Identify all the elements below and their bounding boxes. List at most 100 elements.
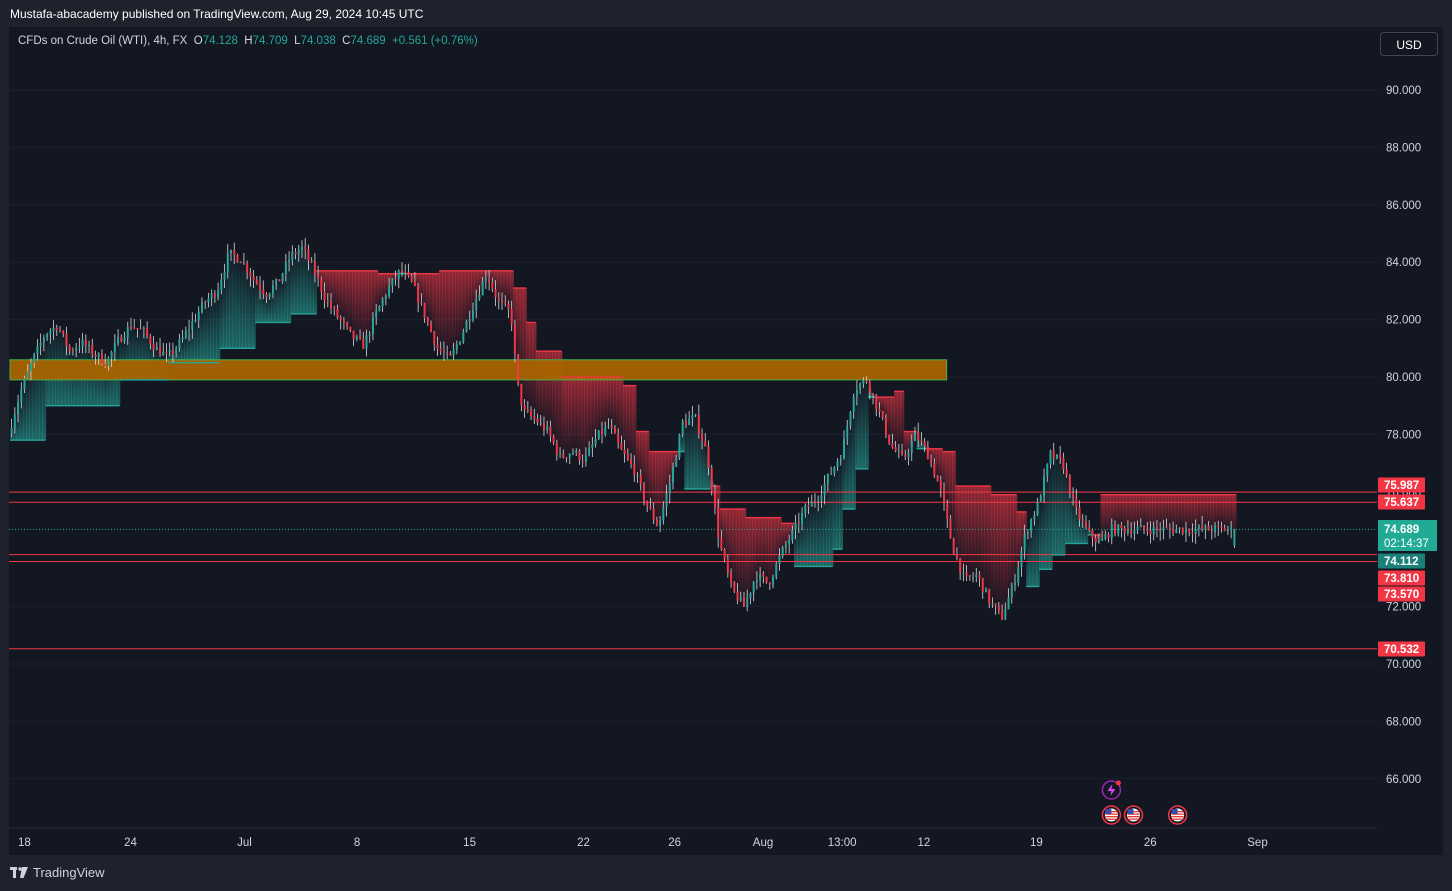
candle-body <box>365 335 368 349</box>
candle-body <box>1104 534 1107 539</box>
us-flag-icon-stripe <box>1171 818 1184 820</box>
candle <box>223 263 226 289</box>
candle-body <box>336 308 339 318</box>
stop-fill-down <box>987 486 992 597</box>
candle <box>275 278 278 290</box>
candle <box>339 315 342 330</box>
candle <box>226 244 229 279</box>
stop-fill-up <box>1042 486 1047 570</box>
candle-body <box>68 345 71 352</box>
candle-body <box>226 253 229 272</box>
candle-body <box>436 344 439 349</box>
candle <box>655 516 658 527</box>
level-badge: 73.570 <box>1378 586 1425 602</box>
candle-body <box>813 501 816 503</box>
symbol-legend[interactable]: CFDs on Crude Oil (WTI), 4h, FX O74.128 … <box>18 35 478 47</box>
candle <box>310 257 313 263</box>
candle-body <box>517 354 520 384</box>
candle <box>59 325 62 333</box>
candle-body <box>136 328 139 330</box>
candle <box>739 591 742 602</box>
candle-body <box>742 597 745 607</box>
candle-body <box>917 432 920 441</box>
candle <box>81 333 84 354</box>
stop-fill-down <box>564 377 569 458</box>
candle-body <box>501 300 504 303</box>
candle-body <box>1107 534 1110 538</box>
candle <box>36 339 39 361</box>
candle <box>136 328 139 338</box>
candle <box>159 337 162 357</box>
candle <box>1146 521 1149 536</box>
candle <box>723 547 726 563</box>
candle <box>1062 452 1065 474</box>
stop-fill-down <box>464 270 469 327</box>
candle <box>794 514 797 540</box>
candle <box>471 302 474 323</box>
candle <box>1110 518 1113 545</box>
stop-fill-down <box>448 270 453 355</box>
candle <box>768 582 771 590</box>
price-axis[interactable] <box>1377 27 1443 855</box>
candle-body <box>1117 524 1120 535</box>
candle <box>88 340 91 354</box>
candle <box>1136 520 1139 535</box>
stop-fill-down <box>1161 494 1166 530</box>
candle-body <box>601 430 604 435</box>
stop-fill-up <box>132 328 137 380</box>
candle-body <box>772 576 775 585</box>
candle <box>639 469 642 491</box>
stop-fill-up <box>284 267 289 323</box>
candle-body <box>1023 534 1026 551</box>
candle <box>762 571 765 584</box>
legend-open: 74.128 <box>202 35 238 47</box>
candle-body <box>846 425 849 439</box>
candle-body <box>1168 527 1171 530</box>
stop-fill-up <box>126 332 130 380</box>
candle <box>817 495 820 512</box>
candle-body <box>155 347 158 351</box>
candle-body <box>194 320 197 322</box>
candle-body <box>494 289 497 298</box>
candle-body <box>1143 525 1146 530</box>
stop-fill-down <box>374 270 379 315</box>
candle <box>991 597 994 608</box>
candle <box>1059 446 1062 464</box>
stop-fill-down <box>506 270 511 307</box>
candle-body <box>268 293 271 297</box>
stop-fill-up <box>858 386 863 469</box>
candle-body <box>423 303 426 319</box>
candle <box>1007 588 1010 610</box>
stop-fill-up <box>180 338 185 363</box>
currency-button[interactable]: USD <box>1380 32 1438 56</box>
stop-fill-down <box>1139 494 1144 527</box>
candle-body <box>384 295 387 300</box>
stop-fill-down <box>732 509 737 587</box>
candle-body <box>997 606 1000 611</box>
candle <box>84 334 87 353</box>
candle <box>497 292 500 310</box>
stop-fill-up <box>106 361 111 406</box>
candle <box>923 437 926 452</box>
candle <box>1026 529 1029 540</box>
candle-body <box>972 577 975 579</box>
legend-high: 74.709 <box>252 35 288 47</box>
candle-body <box>810 501 813 507</box>
candle-body <box>1136 527 1139 531</box>
footer-brand[interactable]: TradingView <box>10 865 105 880</box>
candle-body <box>626 454 629 459</box>
candle-body <box>300 246 303 251</box>
candle <box>1223 524 1226 532</box>
candle-body <box>459 341 462 345</box>
candle-body <box>884 417 887 435</box>
stop-fill-down <box>890 397 895 446</box>
candle <box>904 449 907 461</box>
candle-body <box>107 357 110 366</box>
candle <box>717 498 720 548</box>
candle-body <box>413 281 416 286</box>
candle-body <box>223 271 226 280</box>
candle-body <box>55 327 58 331</box>
stop-fill-up <box>1061 463 1066 555</box>
candle-body <box>849 412 852 426</box>
